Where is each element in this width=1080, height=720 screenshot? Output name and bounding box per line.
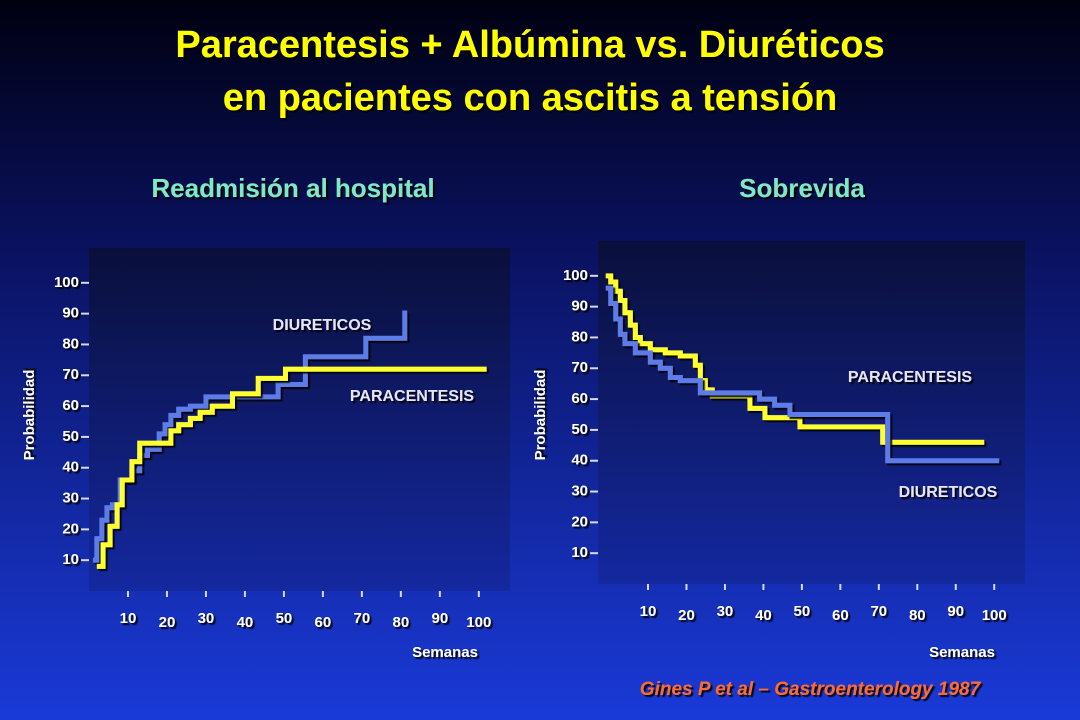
y-tick-label: 70 bbox=[62, 366, 79, 383]
y-tick-label: 20 bbox=[62, 520, 79, 537]
x-tick-label: 50 bbox=[276, 610, 293, 627]
x-tick-label: 40 bbox=[755, 607, 772, 624]
x-tick-label: 90 bbox=[947, 603, 964, 620]
y-tick-label: 40 bbox=[571, 452, 588, 469]
x-tick-label: 70 bbox=[870, 603, 887, 620]
plot-area bbox=[89, 248, 510, 591]
series-line bbox=[92, 310, 408, 563]
title-line: en pacientes con ascitis a tensión bbox=[223, 77, 838, 119]
series-line bbox=[96, 366, 487, 569]
x-tick-label: 90 bbox=[431, 610, 448, 627]
y-tick-label: 60 bbox=[571, 390, 588, 407]
series-label: PARACENTESIS bbox=[848, 369, 972, 386]
series-label: PARACENTESIS bbox=[350, 388, 474, 405]
chart-title: Sobrevida bbox=[739, 173, 865, 203]
y-tick-label: 10 bbox=[571, 544, 588, 561]
x-tick-label: 60 bbox=[315, 614, 332, 631]
x-axis-label: Semanas bbox=[929, 644, 995, 661]
x-tick-label: 60 bbox=[832, 607, 849, 624]
y-tick-label: 40 bbox=[62, 459, 79, 476]
series-line bbox=[605, 273, 985, 445]
y-tick-label: 90 bbox=[62, 305, 79, 322]
y-tick-label: 80 bbox=[62, 335, 79, 352]
y-axis-label: Probabilidad bbox=[21, 370, 38, 461]
y-tick-label: 30 bbox=[62, 490, 79, 507]
x-tick-label: 100 bbox=[466, 614, 491, 631]
x-tick-label: 70 bbox=[354, 610, 371, 627]
x-tick-label: 10 bbox=[120, 610, 137, 627]
y-tick-label: 100 bbox=[54, 274, 79, 291]
citation: Gines P et al – Gastroenterology 1987 bbox=[640, 679, 982, 700]
series-label: DIURETICOS bbox=[899, 484, 998, 501]
y-axis-label: Probabilidad bbox=[532, 370, 549, 461]
y-tick-label: 70 bbox=[571, 359, 588, 376]
x-tick-label: 20 bbox=[678, 607, 695, 624]
y-tick-label: 100 bbox=[563, 267, 588, 284]
y-tick-label: 80 bbox=[571, 328, 588, 345]
x-tick-label: 40 bbox=[237, 614, 254, 631]
x-tick-label: 30 bbox=[717, 603, 734, 620]
x-tick-label: 30 bbox=[198, 610, 215, 627]
y-tick-label: 50 bbox=[62, 428, 79, 445]
series-label: DIURETICOS bbox=[273, 317, 372, 334]
y-tick-label: 30 bbox=[571, 483, 588, 500]
x-tick-label: 10 bbox=[640, 603, 657, 620]
x-tick-label: 80 bbox=[909, 607, 926, 624]
x-tick-label: 50 bbox=[794, 603, 811, 620]
y-tick-label: 90 bbox=[571, 298, 588, 315]
y-tick-label: 20 bbox=[571, 513, 588, 530]
x-tick-label: 20 bbox=[159, 614, 176, 631]
x-axis-label: Semanas bbox=[412, 644, 478, 661]
x-tick-label: 80 bbox=[393, 614, 410, 631]
title-line: Paracentesis + Albúmina vs. Diuréticos bbox=[175, 24, 884, 66]
y-tick-label: 10 bbox=[62, 551, 79, 568]
series-line bbox=[605, 285, 1000, 464]
y-tick-label: 50 bbox=[571, 421, 588, 438]
y-tick-label: 60 bbox=[62, 397, 79, 414]
chart-title: Readmisión al hospital bbox=[151, 173, 434, 203]
x-tick-label: 100 bbox=[982, 607, 1007, 624]
